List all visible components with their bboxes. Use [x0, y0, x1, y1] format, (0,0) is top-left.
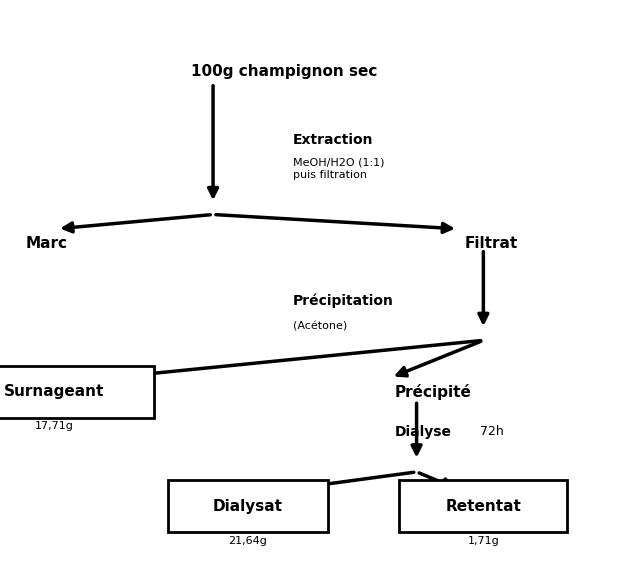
- Text: 17,71g: 17,71g: [34, 421, 74, 431]
- Text: MeOH/H2O (1:1)
puis filtration: MeOH/H2O (1:1) puis filtration: [293, 158, 384, 180]
- Text: Retentat: Retentat: [445, 499, 522, 514]
- Text: Extraction: Extraction: [293, 133, 373, 147]
- Text: Dialysat: Dialysat: [213, 499, 283, 514]
- Text: Précipité: Précipité: [394, 384, 471, 400]
- Text: Filtrat: Filtrat: [464, 236, 518, 251]
- Text: Dialyse: Dialyse: [394, 425, 452, 439]
- Bar: [399, 480, 567, 532]
- Bar: [0, 366, 154, 418]
- Bar: [168, 480, 328, 532]
- Text: 72h: 72h: [480, 426, 504, 438]
- Text: 1,71g: 1,71g: [467, 535, 499, 546]
- Text: Précipitation: Précipitation: [293, 293, 394, 308]
- Text: 21,64g: 21,64g: [228, 535, 268, 546]
- Text: 100g champignon sec: 100g champignon sec: [191, 64, 377, 79]
- Text: (Acétone): (Acétone): [293, 321, 347, 331]
- Text: Marc: Marc: [25, 236, 67, 251]
- Text: Surnageant: Surnageant: [4, 384, 104, 399]
